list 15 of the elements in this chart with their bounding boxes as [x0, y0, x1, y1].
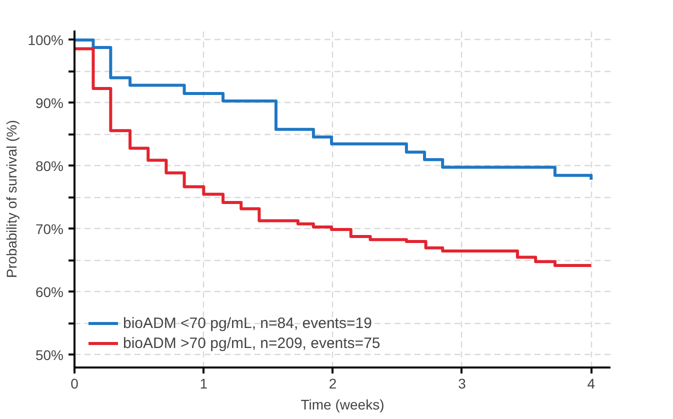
x-tick-label: 0: [70, 376, 79, 392]
x-tick-label: 4: [587, 376, 596, 392]
x-tick-label: 2: [328, 376, 337, 392]
y-tick-label: 80%: [35, 158, 64, 174]
y-tick-label: 100%: [28, 32, 64, 48]
x-axis-title: Time (weeks): [300, 396, 384, 412]
y-tick-label: 50%: [35, 346, 64, 363]
y-tick-label: 70%: [35, 220, 64, 237]
x-tick-label: 1: [200, 376, 208, 392]
legend-label: bioADM <70 pg/mL, n=84, events=19: [123, 314, 372, 332]
x-tick-label: 3: [458, 376, 466, 392]
y-axis-title: Probability of survival (%): [4, 120, 20, 278]
y-tick-label: 90%: [35, 94, 64, 111]
legend-label: bioADM >70 pg/mL, n=209, events=75: [123, 334, 380, 352]
y-tick-label: 60%: [35, 284, 64, 300]
